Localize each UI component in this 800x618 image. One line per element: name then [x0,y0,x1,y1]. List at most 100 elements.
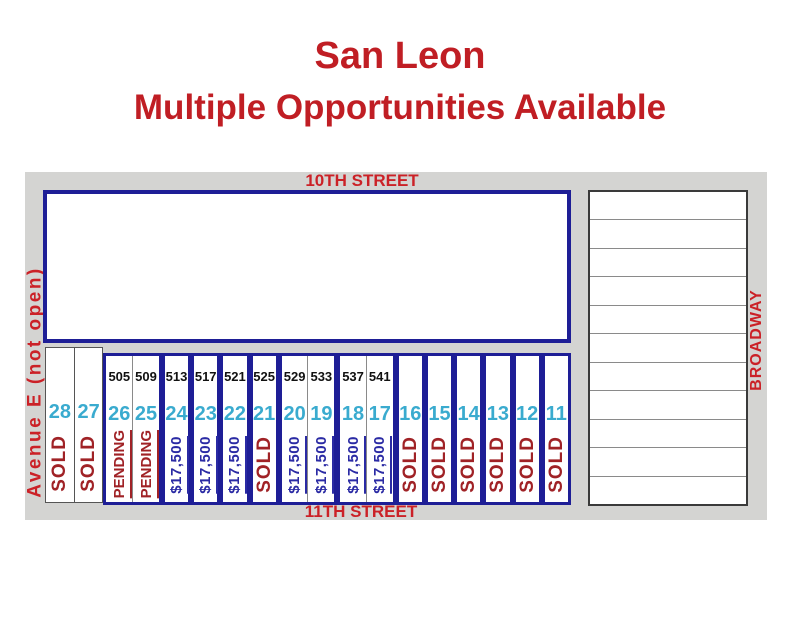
lot-cell-20: 529 20 $17,500 [282,356,308,502]
lot-address: 517 [194,369,217,384]
lot-cell-18: 537 18 $17,500 [340,356,366,502]
lot-status-area: SOLD [457,430,480,499]
lot-status-area: SOLD [545,430,568,499]
lot-row: 28 SOLD 27 SOLD 505 26 PENDING 509 25 PENDING 513 2… [45,347,571,505]
street-label-10th: 10TH STREET [305,171,419,190]
lot-number: 18 [341,403,365,425]
lot-status: PENDING [137,430,155,499]
lot-number: 20 [283,403,306,425]
broadway-lot-row [590,448,746,477]
lot-number: 27 [77,401,100,423]
north-block-outline [43,190,571,343]
lot-cell-28: 28 SOLD [46,348,74,502]
lot-address: 505 [108,369,131,384]
street-label-11th: 11TH STREET [304,502,418,521]
broadway-lot-row [590,477,746,504]
lot-group: 12 SOLD [512,353,542,505]
lot-status: SOLD [428,436,450,493]
lot-number: 23 [194,403,217,425]
lot-group: 15 SOLD [424,353,455,505]
lot-group: 505 26 PENDING 509 25 PENDING [103,353,162,505]
lot-status: SOLD [516,436,538,493]
lot-address: 529 [283,369,306,384]
lot-cell-19: 533 19 $17,500 [307,356,334,502]
lot-status: $17,500 [371,435,389,494]
lot-status: SOLD [399,436,421,493]
lot-cell-23: 517 23 $17,500 [194,356,217,502]
lot-address: 513 [165,369,188,384]
street-label-avenue-e: Avenue E (not open) [24,266,46,498]
lot-cell-25: 509 25 PENDING [132,356,159,502]
lot-status-area: SOLD [46,428,74,499]
lot-group: 14 SOLD [454,353,484,505]
lot-address: 541 [368,369,391,384]
lot-number: 28 [48,401,71,423]
lot-cell-27: 27 SOLD [73,348,103,502]
lot-status: $17,500 [344,435,362,494]
lot-status: SOLD [78,435,100,492]
lot-number: 14 [457,403,480,425]
lot-status-area: $17,500 [194,430,217,499]
lot-cell-11: 11 SOLD [545,356,568,502]
lot-number: 21 [253,403,276,425]
lot-cell-14: 14 SOLD [457,356,480,502]
lot-status-area: $17,500 [223,430,246,499]
lot-status-area: $17,500 [340,430,366,499]
lot-cell-17: 541 17 $17,500 [365,356,393,502]
lot-status: $17,500 [226,435,244,494]
lot-cell-22: 521 22 $17,500 [223,356,246,502]
lot-status-area: SOLD [516,430,539,499]
lot-group: 529 20 $17,500 533 19 $17,500 [278,353,338,505]
lot-address: 521 [224,369,246,384]
lot-status-area: PENDING [133,430,159,499]
lot-number: 25 [134,403,158,425]
lot-cell-24: 513 24 $17,500 [165,356,188,502]
broadway-lot-row [590,306,746,335]
lot-cell-26: 505 26 PENDING [106,356,132,502]
broadway-lots-block [588,190,748,506]
lot-group: 16 SOLD [395,353,425,505]
lot-status: $17,500 [312,435,330,494]
lot-status: SOLD [253,436,275,493]
page-title: San Leon [314,35,486,77]
lot-status: SOLD [545,436,567,493]
lot-group: 513 24 $17,500 [161,353,192,505]
lot-group: 517 23 $17,500 [191,353,221,505]
lot-cell-21: 525 21 SOLD [253,356,276,502]
lot-address: 509 [135,369,157,384]
lot-status-area: SOLD [399,430,422,499]
lot-number: 11 [545,403,567,425]
lot-status: $17,500 [286,435,304,494]
lot-status-area: $17,500 [165,430,188,499]
lot-status: $17,500 [197,435,215,494]
lot-status: SOLD [487,436,509,493]
lot-group: 28 SOLD 27 SOLD [45,347,104,503]
lot-status-area: SOLD [75,428,103,499]
lot-cell-16: 16 SOLD [399,356,422,502]
lot-address: 525 [253,369,275,384]
page-subtitle: Multiple Opportunities Available [133,88,667,127]
lot-group: 13 SOLD [483,353,513,505]
lot-cell-12: 12 SOLD [516,356,539,502]
broadway-lot-row [590,391,746,420]
broadway-lot-row [590,363,746,392]
lot-number: 12 [515,403,539,425]
broadway-lot-row [590,334,746,363]
lot-status: $17,500 [167,435,185,494]
lot-status-area: PENDING [106,430,132,499]
broadway-lot-row [590,192,746,221]
lot-group: 537 18 $17,500 541 17 $17,500 [337,353,396,505]
lot-number: 22 [223,403,247,425]
lot-status: SOLD [49,435,71,492]
lot-status: SOLD [458,436,480,493]
lot-address: 537 [342,369,364,384]
lot-status: PENDING [110,430,128,499]
broadway-lot-row [590,420,746,449]
lot-status-area: $17,500 [367,430,393,499]
lot-status-area: SOLD [428,430,451,499]
broadway-lot-row [590,220,746,249]
lot-number: 16 [399,403,422,425]
broadway-lot-row [590,277,746,306]
lot-number: 15 [428,403,451,425]
